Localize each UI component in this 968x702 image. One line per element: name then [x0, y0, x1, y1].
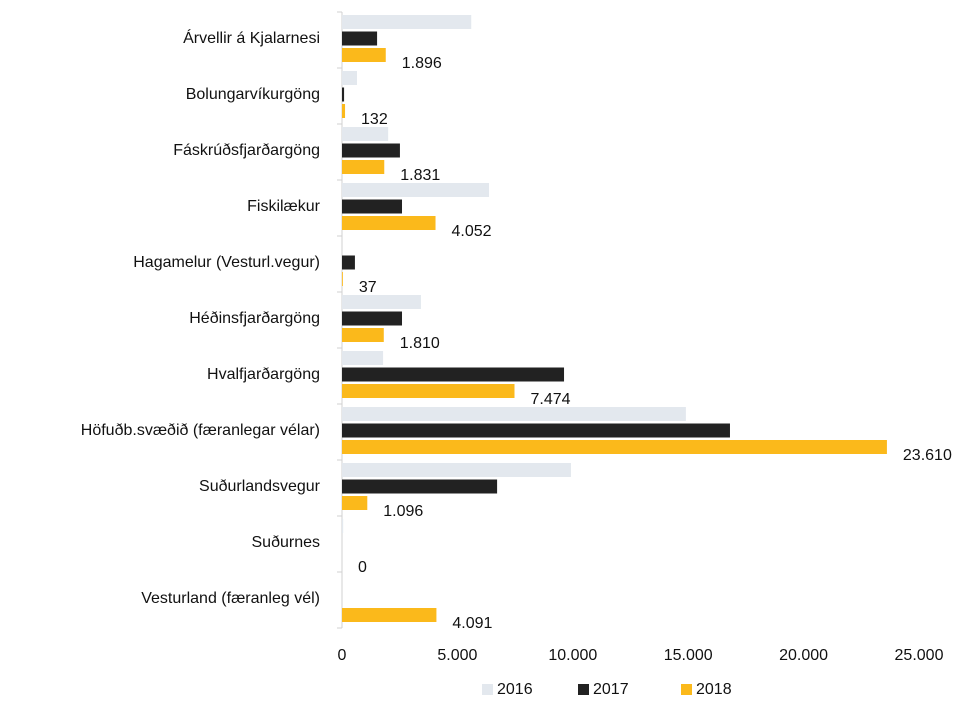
bar [342, 367, 565, 382]
bar [342, 255, 355, 270]
bar [342, 199, 403, 214]
x-tick-label: 25.000 [895, 647, 944, 664]
bar [342, 104, 346, 118]
bar [342, 183, 490, 197]
data-label: 7.474 [530, 391, 570, 408]
x-tick-label: 15.000 [664, 647, 713, 664]
data-label: 0 [358, 559, 367, 576]
bar [342, 440, 887, 454]
bar [342, 423, 730, 438]
x-tick-label: 5.000 [437, 647, 477, 664]
data-label: 37 [359, 279, 377, 296]
bar [342, 407, 686, 421]
x-tick-label: 10.000 [548, 647, 597, 664]
bar [342, 519, 344, 533]
data-label: 4.091 [452, 615, 492, 632]
y-tick-label: Héðinsfjarðargöng [189, 310, 320, 327]
y-tick-label: Fáskrúðsfjarðargöng [173, 142, 320, 159]
y-tick-label: Suðurnes [252, 534, 321, 551]
y-tick-label: Hvalfjarðargöng [207, 366, 320, 383]
bar [342, 328, 384, 342]
bar [342, 31, 378, 46]
bar [342, 160, 385, 174]
data-label: 1.810 [400, 335, 440, 352]
data-label: 23.610 [903, 447, 952, 464]
legend-swatch [681, 684, 692, 695]
legend-swatch [578, 684, 589, 695]
bar [342, 479, 498, 494]
y-tick-label: Vesturland (færanleg vél) [141, 590, 320, 607]
bar [342, 127, 389, 141]
data-label: 1.896 [402, 55, 442, 72]
legend-swatch [482, 684, 493, 695]
bar [342, 496, 368, 510]
bar [342, 87, 345, 102]
bar [342, 384, 515, 398]
data-label: 1.831 [400, 167, 440, 184]
x-tick-label: 20.000 [779, 647, 828, 664]
bar [342, 48, 386, 62]
y-tick-label: Suðurlandsvegur [199, 478, 321, 495]
bar [342, 608, 437, 622]
y-tick-label: Höfuðb.svæðið (færanlegar vélar) [81, 422, 320, 439]
bar [342, 143, 400, 158]
bar [342, 463, 571, 477]
x-tick-label: 0 [338, 647, 347, 664]
data-label: 1.096 [383, 503, 423, 520]
bar [342, 216, 436, 230]
bar [342, 71, 358, 85]
bar [342, 295, 421, 309]
bar [342, 311, 403, 326]
y-tick-label: Hagamelur (Vesturl.vegur) [133, 254, 320, 271]
y-tick-label: Bolungarvíkurgöng [186, 86, 320, 103]
data-label: 132 [361, 111, 388, 128]
y-tick-label: Fiskilækur [247, 198, 321, 215]
legend-label: 2016 [497, 681, 533, 698]
bar [342, 351, 384, 365]
legend-label: 2018 [696, 681, 732, 698]
bar [342, 15, 472, 29]
data-label: 4.052 [452, 223, 492, 240]
bar [342, 272, 343, 286]
y-tick-label: Árvellir á Kjalarnesi [183, 28, 320, 47]
legend-label: 2017 [593, 681, 629, 698]
